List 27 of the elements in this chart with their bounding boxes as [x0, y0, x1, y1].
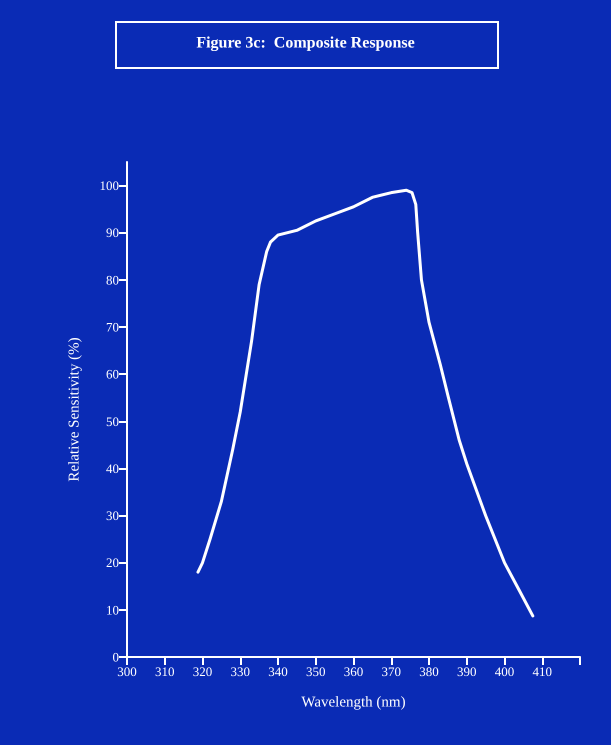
y-tick-label: 70 — [106, 320, 119, 334]
y-tick-label: 80 — [106, 272, 119, 288]
x-tick-label: 310 — [155, 664, 174, 679]
y-axis-title: Relative Sensitivity (%) — [66, 337, 82, 482]
x-tick-label: 410 — [532, 664, 552, 679]
x-tick-label: 300 — [117, 664, 137, 679]
x-tick-label: 380 — [419, 664, 439, 679]
y-tick-label: 50 — [106, 414, 119, 429]
x-tick-label: 370 — [382, 664, 401, 679]
y-tick-label: 0 — [112, 650, 119, 664]
x-tick-label: 400 — [494, 664, 514, 679]
y-tick-label: 30 — [106, 508, 119, 524]
x-tick-label: 390 — [457, 664, 476, 679]
y-tick-label: 20 — [106, 555, 119, 570]
y-tick-label: 90 — [106, 225, 119, 240]
x-tick-label: 340 — [268, 664, 288, 679]
x-axis-title: Wavelength (nm) — [301, 694, 406, 710]
x-tick-label: 330 — [230, 664, 250, 679]
x-tick-label: 350 — [306, 664, 326, 679]
x-tick-label: 360 — [344, 664, 364, 679]
line-series — [196, 188, 534, 618]
y-tick-label: 60 — [106, 366, 119, 382]
y-tick-label: 10 — [106, 602, 119, 618]
y-tick-label: 40 — [106, 460, 119, 476]
x-tick-label: 320 — [192, 664, 212, 679]
chart-title: Figure 3c: Composite Response — [196, 34, 415, 52]
y-tick-label: 100 — [100, 178, 119, 194]
